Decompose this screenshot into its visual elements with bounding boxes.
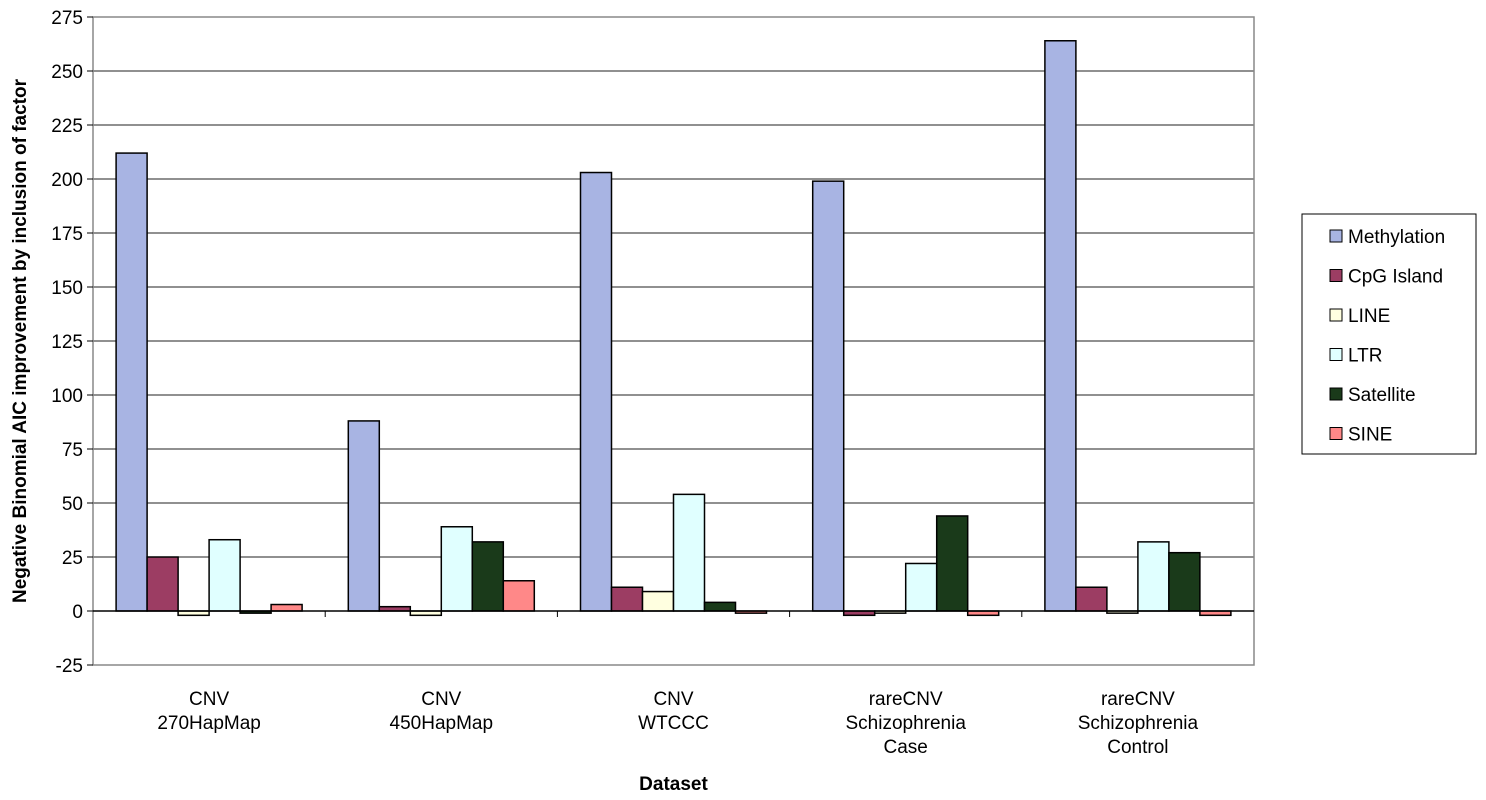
y-tick-label: 125 bbox=[51, 332, 83, 353]
y-tick-label: 75 bbox=[62, 440, 83, 461]
legend-label: SINE bbox=[1348, 425, 1392, 446]
x-category-label: rareCNV Schizophrenia Control bbox=[1078, 689, 1199, 758]
legend-swatch bbox=[1329, 427, 1343, 440]
x-category-label: CNV WTCCC bbox=[638, 689, 709, 734]
bar-line bbox=[641, 590, 675, 612]
bar-sine bbox=[270, 603, 303, 612]
bars bbox=[115, 40, 1232, 617]
y-tick-label: 150 bbox=[51, 278, 83, 299]
legend-label: Methylation bbox=[1348, 227, 1445, 248]
y-tick-label: 175 bbox=[51, 224, 83, 245]
x-category-label: CNV 270HapMap bbox=[157, 689, 261, 734]
bar-methylation bbox=[347, 420, 381, 612]
bar-ltr bbox=[208, 538, 241, 612]
bar-methylation bbox=[1044, 40, 1077, 612]
legend-swatch bbox=[1329, 387, 1343, 401]
y-tick-label: 100 bbox=[51, 386, 83, 407]
bar-methylation bbox=[579, 171, 613, 612]
x-axis-title: Dataset bbox=[639, 774, 708, 795]
y-axis-title: Negative Binomial AIC improvement by inc… bbox=[10, 78, 31, 603]
bar-methylation bbox=[115, 152, 148, 612]
y-tick-label: 50 bbox=[62, 494, 83, 515]
legend-label: CpG Island bbox=[1348, 267, 1443, 288]
bar-ltr bbox=[904, 562, 938, 612]
y-axis-ticks: -25 0 25 50 75 100 125 150 175 200 225 250 275 bbox=[51, 8, 93, 677]
y-tick-label: 0 bbox=[72, 602, 83, 623]
bar-ltr bbox=[1137, 541, 1170, 612]
y-tick-label: 25 bbox=[62, 548, 83, 569]
y-tick-label: 250 bbox=[51, 62, 83, 83]
legend: Methylation CpG Island LINE LTR Satellite SIN… bbox=[1301, 213, 1477, 455]
bar-ltr bbox=[672, 493, 706, 612]
y-tick-label: -25 bbox=[56, 656, 83, 677]
legend-swatch bbox=[1329, 269, 1343, 282]
legend-label: LINE bbox=[1348, 306, 1390, 327]
bar-sine bbox=[502, 580, 536, 612]
bar-cpg-island bbox=[1075, 586, 1108, 612]
legend-swatch bbox=[1329, 348, 1343, 361]
legend-swatch bbox=[1329, 308, 1343, 322]
legend-label: Satellite bbox=[1348, 385, 1416, 406]
y-tick-label: 200 bbox=[51, 170, 83, 191]
bar-satellite bbox=[935, 515, 969, 612]
bar-cpg-island bbox=[146, 556, 179, 612]
bar-cpg-island bbox=[610, 586, 644, 612]
bar-satellite bbox=[1168, 551, 1201, 612]
bar-ltr bbox=[440, 526, 474, 612]
y-tick-label: 225 bbox=[51, 116, 83, 137]
x-category-label: CNV 450HapMap bbox=[390, 689, 494, 734]
y-tick-label: 275 bbox=[51, 8, 83, 29]
legend-swatch bbox=[1329, 229, 1343, 243]
legend-box bbox=[1301, 213, 1477, 455]
x-category-label: rareCNV Schizophrenia Case bbox=[845, 689, 966, 758]
bar-methylation bbox=[811, 180, 845, 612]
bar-satellite bbox=[703, 601, 737, 612]
x-axis-categories: CNV 270HapMap CNV 450HapMap CNV WTCCC rareCNV S… bbox=[157, 611, 1199, 758]
legend-label: LTR bbox=[1348, 346, 1382, 367]
bar-satellite bbox=[471, 541, 505, 612]
